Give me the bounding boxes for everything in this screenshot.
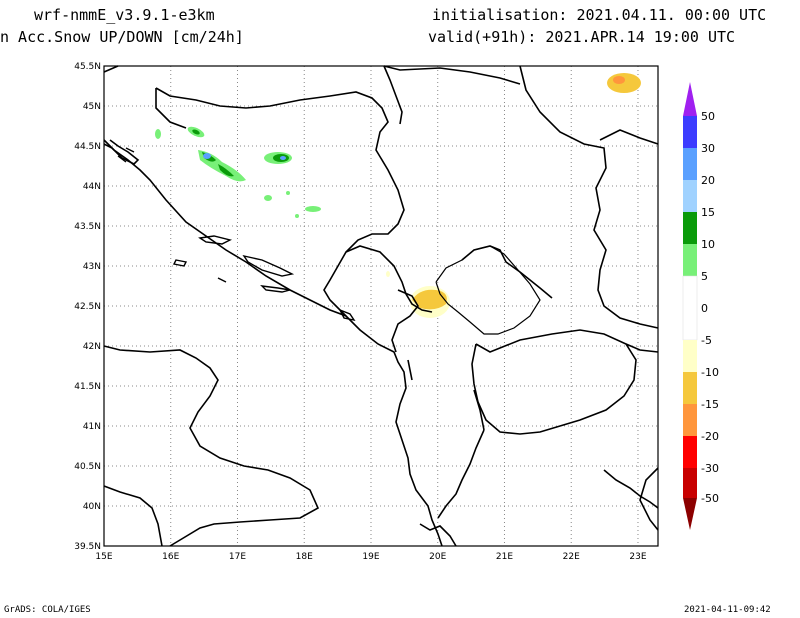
- lat-tick-label: 43.5N: [74, 222, 101, 232]
- colorbar-arrow-bottom: [683, 498, 697, 530]
- colorbar-label: -15: [701, 398, 719, 411]
- colorbar-seg--5--10: [683, 340, 697, 372]
- colorbar-label: 10: [701, 238, 715, 251]
- snow-loss-center: [412, 289, 447, 310]
- colorbar-label: 20: [701, 174, 715, 187]
- colorbar-label: -5: [701, 334, 712, 347]
- colorbar-label: -50: [701, 492, 719, 505]
- snow-loss-dot: [386, 271, 390, 277]
- snow-loss-ne-core: [613, 76, 625, 84]
- lat-tick-label: 45.5N: [74, 62, 101, 72]
- init-time: initialisation: 2021.04.11. 00:00 UTC: [432, 6, 767, 24]
- colorbar-seg-30-20: [683, 148, 697, 180]
- footer-credit: GrADS: COLA/IGES: [4, 605, 91, 615]
- lon-tick-label: 20E: [429, 552, 446, 562]
- lat-tick-label: 39.5N: [74, 542, 101, 552]
- lon-tick-label: 22E: [563, 552, 580, 562]
- colorbar-label: -20: [701, 430, 719, 443]
- colorbar-label: -30: [701, 462, 719, 475]
- valid-time: valid(+91h): 2021.APR.14 19:00 UTC: [428, 28, 736, 46]
- colorbar-label: 0: [701, 302, 708, 315]
- lon-tick-label: 18E: [296, 552, 313, 562]
- lon-tick-label: 17E: [229, 552, 246, 562]
- lat-tick-label: 44.5N: [74, 142, 101, 152]
- lat-tick-label: 44N: [83, 182, 101, 192]
- islands: [117, 147, 356, 322]
- map-frame: [103, 65, 659, 547]
- colorbar-seg-10-5: [683, 244, 697, 276]
- colorbar-seg--15--20: [683, 404, 697, 436]
- snow-gain-6: [305, 206, 321, 212]
- colorbar-label: 5: [701, 270, 708, 283]
- colorbar-label: -10: [701, 366, 719, 379]
- lat-tick-label: 40N: [83, 502, 101, 512]
- lon-tick-label: 16E: [162, 552, 179, 562]
- snow-gain-1: [155, 129, 161, 139]
- lon-tick-label: 23E: [629, 552, 646, 562]
- colorbar-seg-5--5: [682, 275, 698, 341]
- coastlines-borders: [103, 65, 659, 547]
- colorbar-seg--20--30: [683, 436, 697, 468]
- snow-gain-7: [295, 214, 299, 218]
- snow-gain-3b-core: [218, 164, 234, 177]
- colorbar-label: 15: [701, 206, 715, 219]
- lat-tick-label: 45N: [83, 102, 101, 112]
- lon-tick-label: 19E: [362, 552, 379, 562]
- lat-tick-label: 40.5N: [74, 462, 101, 472]
- snow-gain-8: [286, 191, 290, 195]
- colorbar-seg-20-15: [683, 180, 697, 212]
- snow-loss-ne: [607, 73, 641, 93]
- colorbar-seg--30--50: [683, 468, 697, 498]
- variable-title: n Acc.Snow UP/DOWN [cm/24h]: [0, 28, 244, 46]
- colorbar-arrow-top: [683, 82, 697, 116]
- lat-tick-label: 42N: [83, 342, 101, 352]
- snow-gain-4-peak: [280, 156, 286, 160]
- lat-tick-label: 42.5N: [74, 302, 101, 312]
- colorbar-seg-50-30: [683, 116, 697, 148]
- lat-tick-label: 41N: [83, 422, 101, 432]
- lon-tick-label: 15E: [95, 552, 112, 562]
- lat-tick-label: 41.5N: [74, 382, 101, 392]
- model-name: wrf-nmmE_v3.9.1-e3km: [34, 6, 215, 24]
- lat-tick-label: 43N: [83, 262, 101, 272]
- colorbar-label: 50: [701, 110, 715, 123]
- snow-gain-3-peak: [203, 153, 211, 159]
- colorbar-label: 30: [701, 142, 715, 155]
- footer-timestamp: 2021-04-11-09:42: [684, 605, 771, 615]
- snow-gain-5: [264, 195, 272, 201]
- snow-gain-2-core: [192, 129, 200, 135]
- colorbar-seg--10--15: [683, 372, 697, 404]
- colorbar-seg-15-10: [683, 212, 697, 244]
- lon-tick-label: 21E: [496, 552, 513, 562]
